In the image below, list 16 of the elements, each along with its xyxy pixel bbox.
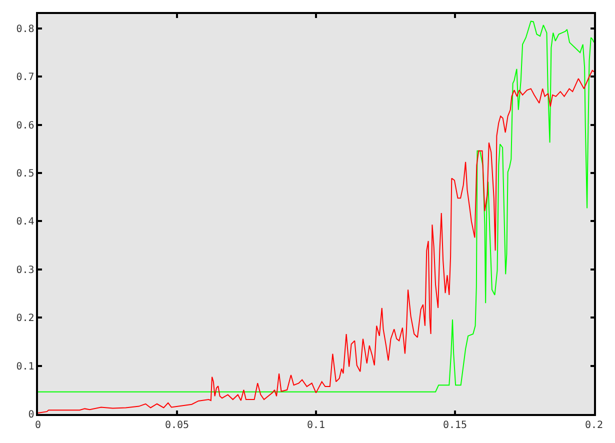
y-tick-label: 0.7 — [16, 72, 34, 84]
y-tick-label: 0.3 — [16, 264, 34, 276]
x-tick-label: 0.15 — [442, 420, 468, 431]
x-tick-label: 0 — [34, 420, 42, 431]
x-tick-label: 0.2 — [584, 420, 604, 431]
y-tick-label: 0.1 — [16, 361, 34, 372]
y-tick-label: 0.8 — [16, 24, 34, 35]
line-series — [38, 70, 594, 414]
y-tick-label: 0.6 — [16, 120, 34, 132]
y-tick-label: 0.4 — [16, 216, 34, 228]
y-tick-label: 0.5 — [16, 168, 34, 180]
y-tick-label: 0 — [28, 410, 34, 420]
x-tick-label: 0.05 — [164, 420, 190, 431]
x-tick-label: 0.1 — [306, 420, 326, 431]
y-tick-label: 0.2 — [16, 313, 34, 324]
line-series — [38, 20, 594, 392]
